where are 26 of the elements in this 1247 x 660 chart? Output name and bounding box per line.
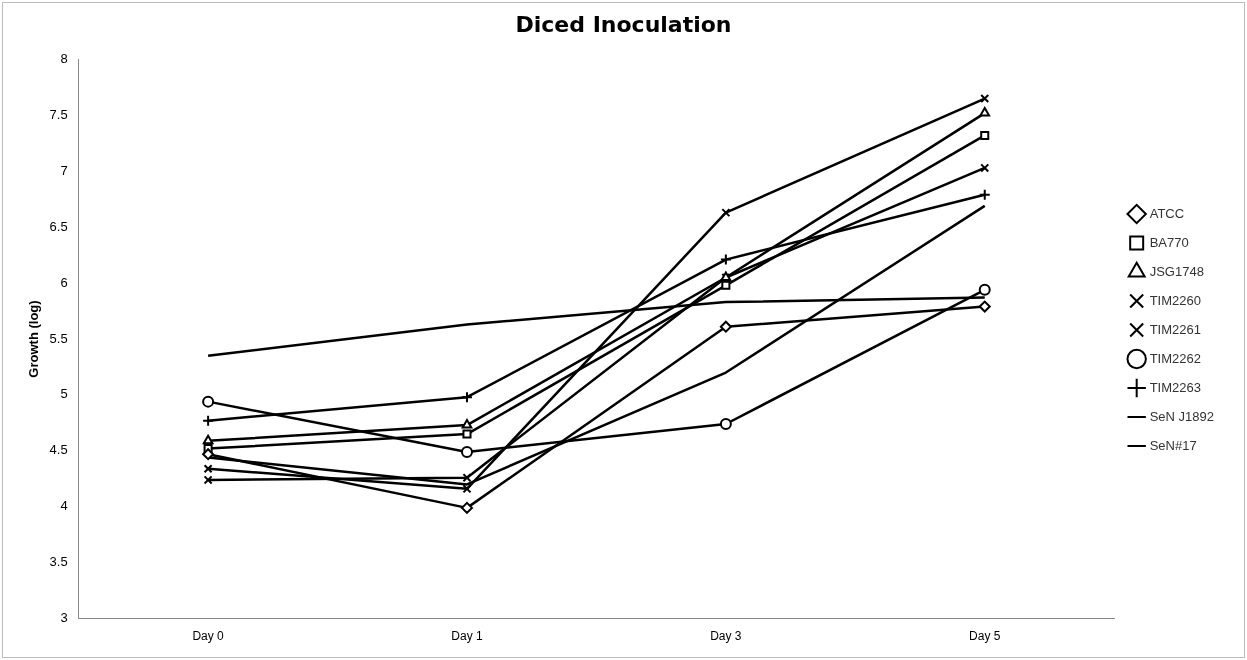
y-tick-label: 8: [60, 50, 68, 66]
x-tick-label: Day 5: [969, 629, 1001, 644]
y-tick-label: 4.5: [49, 442, 68, 458]
legend-label: TIM2260: [1149, 292, 1201, 308]
y-tick-label: 6.5: [49, 218, 68, 234]
y-tick-label: 3: [60, 610, 68, 626]
legend-label: TIM2262: [1149, 350, 1201, 366]
legend-label: SeN#17: [1149, 437, 1197, 453]
y-tick-label: 6: [60, 274, 68, 290]
legend-label: ATCC: [1149, 205, 1185, 221]
y-tick-label: 7.5: [49, 106, 68, 122]
y-tick-label: 4: [60, 498, 68, 514]
legend-label: TIM2263: [1149, 379, 1201, 395]
chart-title: Diced Inoculation: [515, 11, 732, 37]
y-tick-label: 5.5: [49, 330, 68, 346]
x-tick-label: Day 0: [192, 629, 225, 644]
y-axis-title: Growth (log): [26, 300, 42, 378]
y-tick-label: 5: [60, 386, 68, 402]
y-tick-label: 3.5: [49, 554, 68, 570]
legend-label: SeN J1892: [1149, 408, 1215, 424]
legend-label: TIM2261: [1149, 321, 1201, 337]
legend-label: BA770: [1149, 234, 1189, 250]
x-tick-label: Day 1: [451, 629, 483, 644]
legend-label: JSG1748: [1149, 263, 1204, 279]
y-tick-label: 7: [60, 162, 68, 178]
x-tick-label: Day 3: [710, 629, 742, 644]
